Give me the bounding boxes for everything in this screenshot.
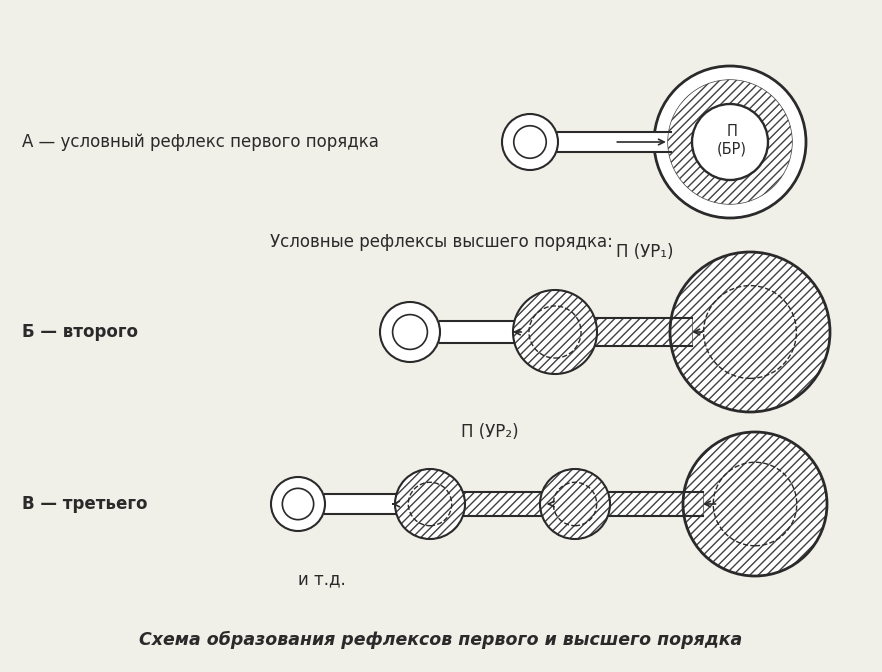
Bar [603,492,703,516]
Circle shape [392,314,428,349]
Circle shape [654,66,806,218]
Text: Схема образования рефлексов первого и высшего порядка: Схема образования рефлексов первого и вы… [139,631,743,649]
Text: П (УР₁): П (УР₁) [617,243,674,261]
Circle shape [692,104,768,180]
Text: и т.д.: и т.д. [298,570,346,588]
Circle shape [668,80,792,204]
Circle shape [380,302,440,362]
Text: В — третьего: В — третьего [22,495,147,513]
Circle shape [670,252,830,412]
Bar [603,492,703,516]
Bar [558,132,670,152]
Bar [440,321,513,343]
Circle shape [282,489,314,519]
Text: А — условный рефлекс первого порядка: А — условный рефлекс первого порядка [22,133,379,151]
Text: Условные рефлексы высшего порядка:: Условные рефлексы высшего порядка: [270,233,612,251]
Bar [458,492,547,516]
Text: Б — второго: Б — второго [22,323,138,341]
Circle shape [540,469,610,539]
Bar [589,318,692,346]
Bar [589,318,692,346]
Text: П
(БР): П (БР) [717,124,747,156]
Circle shape [502,114,558,170]
Circle shape [271,477,325,531]
Bar [458,492,547,516]
Text: П (УР₂): П (УР₂) [461,423,519,441]
Bar [325,494,395,514]
Circle shape [395,469,465,539]
Circle shape [513,126,546,158]
Circle shape [513,290,597,374]
Circle shape [683,432,827,576]
